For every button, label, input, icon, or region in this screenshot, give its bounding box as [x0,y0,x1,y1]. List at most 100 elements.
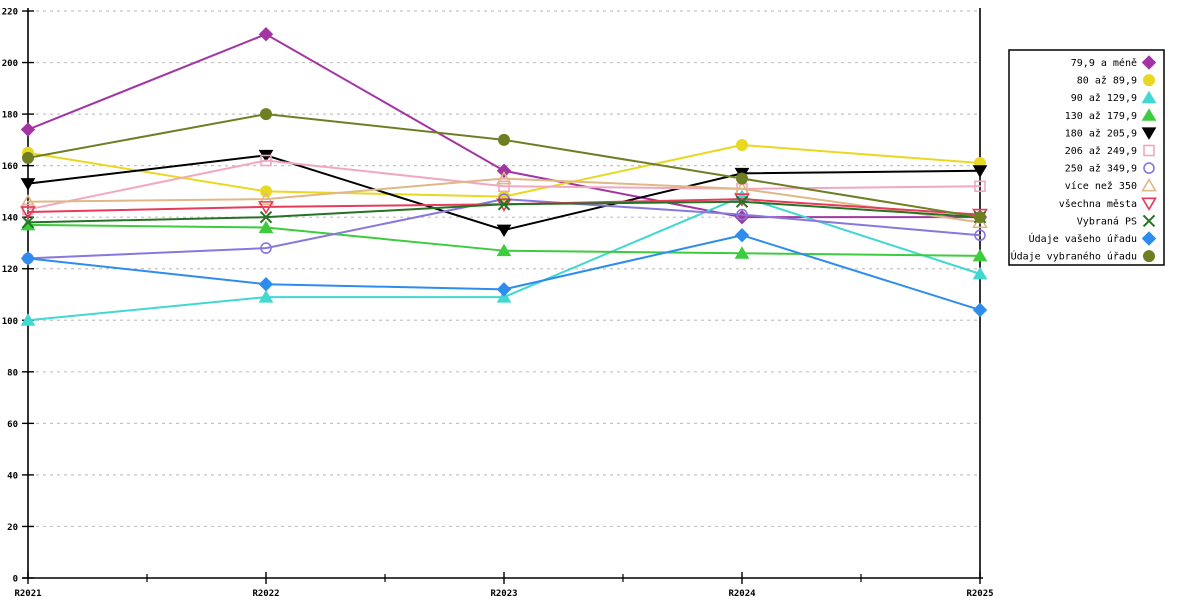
marker-diamond [972,302,988,318]
marker-triangle-up [496,243,512,257]
marker-triangle-up [1141,108,1157,121]
series-10 [20,228,988,318]
marker-triangle-up [972,266,988,280]
marker-square [974,180,986,193]
marker-circle [1143,250,1155,263]
marker-triangle-down [20,206,36,220]
legend-item: 90 až 129,9 [1071,90,1157,104]
y-tick-label: 80 [7,368,18,378]
marker-circle [260,242,272,254]
legend-label: všechna města [1059,198,1137,210]
legend-item: všechna města [1059,197,1157,211]
marker-circle [736,172,748,185]
marker-diamond [1141,231,1157,246]
legend-label: Údaje vašeho úřadu [1029,232,1137,245]
series-line [27,159,981,211]
marker-triangle-up [972,248,988,262]
series-line [27,33,981,219]
y-tick-label: 220 [2,8,18,18]
x-tick-label: R2025 [966,589,993,599]
marker-circle [260,185,272,198]
marker-x [1142,214,1156,228]
legend-item: 180 až 205,9 [1065,127,1157,140]
marker-x [735,195,749,208]
legend-item: Vybraná PS [1077,214,1156,228]
y-tick-label: 160 [2,162,18,172]
marker-square [1143,144,1155,157]
marker-diamond [496,163,512,178]
legend-label: 180 až 205,9 [1065,127,1137,139]
marker-circle [974,229,986,242]
y-tick-label: 100 [2,317,18,327]
legend-label: 80 až 89,9 [1077,75,1137,87]
y-tick-label: 20 [7,523,18,533]
marker-circle [1143,162,1155,174]
marker-circle [498,133,510,146]
marker-diamond [20,251,36,266]
legend-item: 250 až 349,9 [1065,162,1155,175]
legend-label: Údaje vybraného úřadu [1011,250,1137,263]
y-tick-label: 40 [7,471,18,481]
series-line [27,177,981,224]
x-tick-label: R2022 [252,589,279,599]
series-3 [20,217,988,262]
marker-triangle-up [258,191,274,205]
marker-circle [260,108,272,121]
x-tick-label: R2021 [14,589,41,599]
y-tick-label: 180 [2,111,18,121]
marker-diamond [20,122,36,137]
marker-triangle-up [496,290,512,303]
marker-triangle-up [20,313,36,326]
marker-triangle-down [258,201,274,215]
legend-label: 206 až 249,9 [1065,145,1137,157]
y-tick-label: 200 [2,59,18,69]
y-tick-label: 0 [13,575,18,585]
gridlines [36,10,980,528]
marker-diamond [734,228,750,243]
marker-triangle-down [1141,127,1157,140]
legend-label: 79,9 a méně [1071,57,1137,69]
marker-triangle-down [972,165,988,178]
legend-box [1008,49,1165,266]
series-5 [22,154,986,216]
marker-x [259,210,273,224]
legend-label: Vybraná PS [1077,215,1137,227]
y-tick-label: 60 [7,420,18,430]
legend: 79,9 a méně 80 až 89,9 90 až 129,9 130 až 1… [1008,49,1165,266]
series-11 [22,108,986,224]
marker-x [21,216,35,229]
x-tick-label: R2024 [728,589,756,599]
axes [22,8,983,579]
legend-label: 250 až 349,9 [1065,163,1137,175]
marker-triangle-up [496,170,512,185]
marker-diamond [258,26,274,42]
legend-label: 130 až 179,9 [1065,110,1137,122]
legend-label: 90 až 129,9 [1071,92,1137,104]
marker-triangle-down [496,224,512,238]
x-tick-label: R2023 [490,589,517,599]
marker-triangle-down [1141,197,1157,211]
marker-triangle-down [20,178,36,191]
marker-triangle-up [1141,90,1157,104]
legend-item: Údaje vašeho úřadu [1029,231,1157,246]
marker-diamond [258,276,274,292]
legend-item: 80 až 89,9 [1077,74,1155,87]
marker-circle [1143,74,1155,87]
marker-triangle-up [258,220,274,233]
y-ticks: 0 20 40 60 80 100 120 140 160 180 200 220 [2,8,34,585]
legend-item: 130 až 179,9 [1065,108,1157,122]
marker-circle [974,211,986,224]
marker-diamond [1141,55,1157,70]
marker-x [497,198,511,211]
legend-item: Údaje vybraného úřadu [1011,250,1155,263]
marker-square [260,154,272,167]
x-ticks: R2021 R2022 R2023 R2024 R2025 [14,572,994,599]
legend-item: více než 350 [1065,178,1157,192]
marker-diamond [496,282,512,297]
marker-triangle-up [734,246,750,259]
marker-circle [22,151,34,164]
marker-triangle-up [258,290,274,303]
marker-circle [736,208,748,221]
